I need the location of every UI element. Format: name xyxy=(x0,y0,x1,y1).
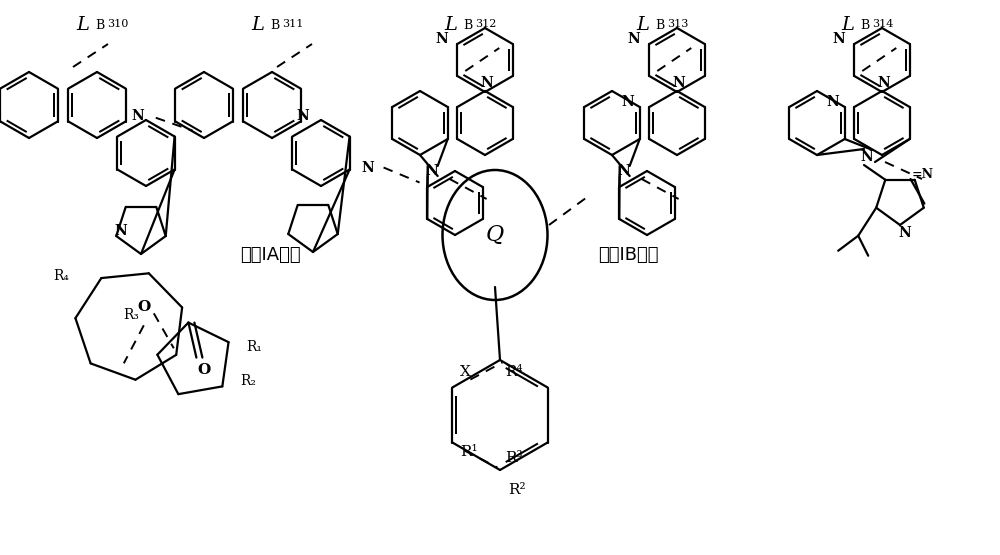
Text: B: B xyxy=(655,19,664,32)
Text: 式（IB），: 式（IB）， xyxy=(598,246,658,264)
Text: L: L xyxy=(444,16,457,34)
Text: 310: 310 xyxy=(107,19,128,29)
Text: R₁: R₁ xyxy=(247,340,262,354)
Text: N: N xyxy=(361,160,374,174)
Text: R⁴: R⁴ xyxy=(505,366,523,380)
Text: N: N xyxy=(628,32,641,46)
Text: N: N xyxy=(673,76,685,90)
Text: 311: 311 xyxy=(282,19,303,29)
Text: N: N xyxy=(826,95,839,109)
Text: R¹: R¹ xyxy=(460,446,478,460)
Text: N: N xyxy=(878,76,890,90)
Text: L: L xyxy=(636,16,649,34)
Text: N: N xyxy=(833,32,846,46)
Text: X: X xyxy=(460,366,471,380)
Text: N: N xyxy=(899,226,911,240)
Text: L: L xyxy=(841,16,854,34)
Text: B: B xyxy=(270,19,279,32)
Text: R₃: R₃ xyxy=(123,309,139,322)
Text: N: N xyxy=(131,109,144,123)
Text: N: N xyxy=(621,95,634,109)
Text: N: N xyxy=(296,109,309,124)
Text: B: B xyxy=(463,19,472,32)
Text: N: N xyxy=(481,76,493,90)
Text: N: N xyxy=(861,150,873,164)
Text: O: O xyxy=(198,362,211,377)
Text: B: B xyxy=(860,19,869,32)
Text: B: B xyxy=(95,19,104,32)
Text: R³: R³ xyxy=(505,451,523,465)
Text: 314: 314 xyxy=(872,19,893,29)
Text: Q: Q xyxy=(486,224,504,246)
Text: 式（IA），: 式（IA）， xyxy=(240,246,301,264)
Text: N: N xyxy=(617,164,630,178)
Text: N: N xyxy=(436,32,449,46)
Text: =N: =N xyxy=(912,168,934,181)
Text: L: L xyxy=(251,16,264,34)
Text: 313: 313 xyxy=(667,19,688,29)
Text: R₂: R₂ xyxy=(240,375,256,388)
Text: N: N xyxy=(115,224,128,238)
Text: L: L xyxy=(76,16,89,34)
Text: R²: R² xyxy=(508,483,526,497)
Text: N: N xyxy=(425,164,438,178)
Text: 312: 312 xyxy=(475,19,496,29)
Text: O: O xyxy=(137,300,150,314)
Text: R₄: R₄ xyxy=(53,269,69,283)
